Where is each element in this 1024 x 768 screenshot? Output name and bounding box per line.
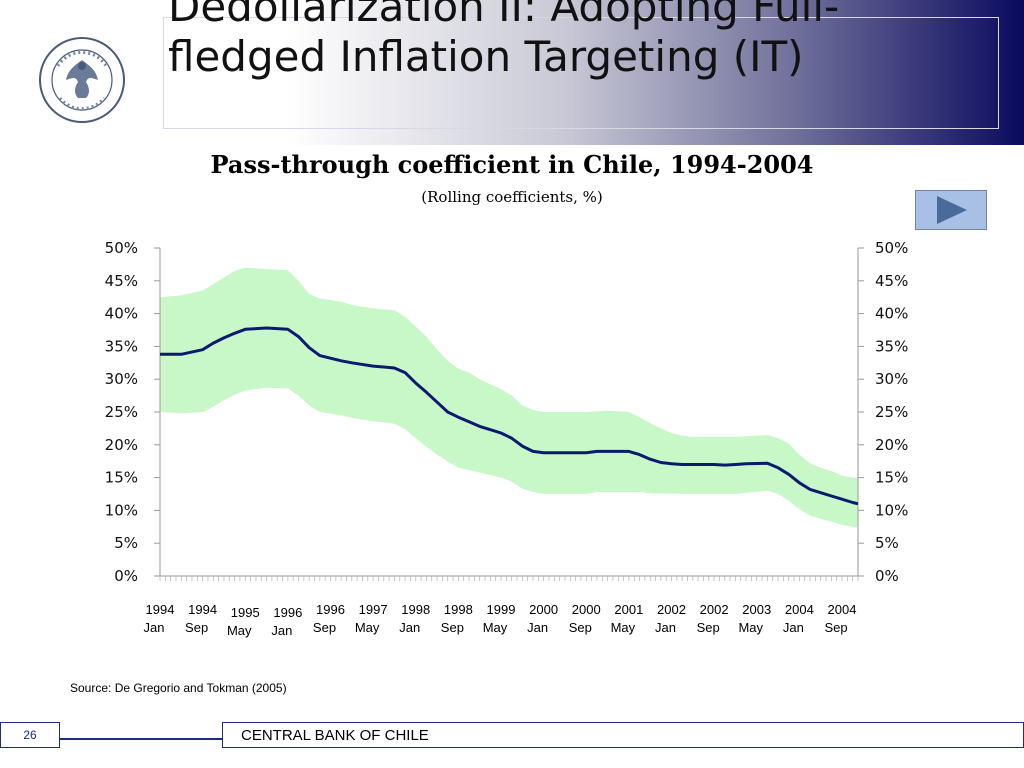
x-tick-label-month: Sep: [313, 620, 336, 635]
slide-title: Dedollarization II: Adopting Full-fledge…: [168, 0, 840, 81]
y-tick-label-left: 25%: [105, 403, 138, 421]
x-tick-label-month: Jan: [399, 620, 420, 635]
x-tick-label-year: 1998: [444, 602, 473, 617]
y-tick-label-right: 20%: [875, 436, 908, 454]
x-tick-label-year: 2003: [742, 602, 771, 617]
x-tick-label-year: 2000: [572, 602, 601, 617]
x-tick-label-month: Sep: [185, 620, 208, 635]
x-tick-label-year: 2002: [657, 602, 686, 617]
pass-through-line: [160, 326, 859, 506]
y-tick-label-right: 45%: [875, 272, 908, 290]
x-tick-label-year: 2002: [700, 602, 729, 617]
x-tick-label-month: Jan: [783, 620, 804, 635]
x-tick-label-month: Jan: [271, 623, 292, 638]
y-tick-label-right: 40%: [875, 305, 908, 323]
confidence-band: [160, 267, 858, 528]
source-note: Source: De Gregorio and Tokman (2005): [70, 681, 287, 695]
y-tick-label-right: 25%: [875, 403, 908, 421]
footer-label: CENTRAL BANK OF CHILE: [222, 722, 1024, 748]
x-tick-label-year: 1994: [188, 602, 217, 617]
next-slide-button[interactable]: [915, 190, 987, 230]
x-tick-label-month: Jan: [144, 620, 165, 635]
x-tick-label-month: May: [611, 620, 636, 635]
x-tick-label-month: Jan: [527, 620, 548, 635]
y-tick-label-left: 30%: [105, 370, 138, 388]
y-tick-label-right: 35%: [875, 337, 908, 355]
x-tick-label-month: Sep: [697, 620, 720, 635]
x-tick-label-month: May: [227, 623, 252, 638]
x-tick-label-month: May: [355, 620, 380, 635]
x-tick-label-year: 1999: [487, 602, 516, 617]
y-tick-label-right: 5%: [875, 534, 899, 552]
y-tick-label-right: 10%: [875, 501, 908, 519]
y-tick-label-left: 40%: [105, 305, 138, 323]
play-arrow-icon: [937, 196, 967, 224]
central-bank-logo-icon: [39, 37, 125, 123]
x-tick-label-year: 1996: [316, 602, 345, 617]
y-tick-label-left: 35%: [105, 337, 138, 355]
x-tick-label-month: Sep: [569, 620, 592, 635]
x-tick-label-month: Jan: [655, 620, 676, 635]
title-frame: [163, 17, 999, 129]
x-tick-label-year: 1994: [146, 602, 175, 617]
y-tick-label-left: 10%: [105, 501, 138, 519]
chart-title: Pass-through coefficient in Chile, 1994-…: [210, 150, 814, 179]
x-tick-label-year: 1995: [231, 605, 260, 620]
y-tick-label-left: 15%: [105, 469, 138, 487]
chart-subtitle: (Rolling coefficients, %): [421, 188, 603, 206]
x-tick-label-month: May: [483, 620, 508, 635]
x-tick-label-year: 2001: [614, 602, 643, 617]
y-tick-label-left: 50%: [105, 239, 138, 257]
y-tick-label-right: 30%: [875, 370, 908, 388]
pass-through-chart: 0% 0% 5% 5% 10% 10% 15% 15% 20% 20% 25% 25% 30% 30% 35…: [105, 239, 909, 638]
slide-header: Dedollarization II: Adopting Full-fledge…: [0, 0, 1024, 145]
y-tick-label-right: 0%: [875, 567, 899, 585]
y-tick-label-left: 0%: [114, 567, 138, 585]
x-tick-label-year: 2000: [529, 602, 558, 617]
x-tick-label-month: Sep: [824, 620, 847, 635]
x-tick-label-year: 1997: [359, 602, 388, 617]
x-tick-label-month: May: [738, 620, 763, 635]
y-tick-label-right: 15%: [875, 469, 908, 487]
y-tick-label-right: 50%: [875, 239, 908, 257]
y-tick-label-left: 20%: [105, 436, 138, 454]
x-tick-label-year: 2004: [828, 602, 857, 617]
page-number: 26: [0, 722, 60, 748]
x-tick-label-month: Sep: [441, 620, 464, 635]
x-tick-label-year: 2004: [785, 602, 814, 617]
y-tick-label-left: 5%: [114, 534, 138, 552]
x-tick-label-year: 1998: [401, 602, 430, 617]
y-tick-label-left: 45%: [105, 272, 138, 290]
x-tick-label-year: 1996: [273, 605, 302, 620]
